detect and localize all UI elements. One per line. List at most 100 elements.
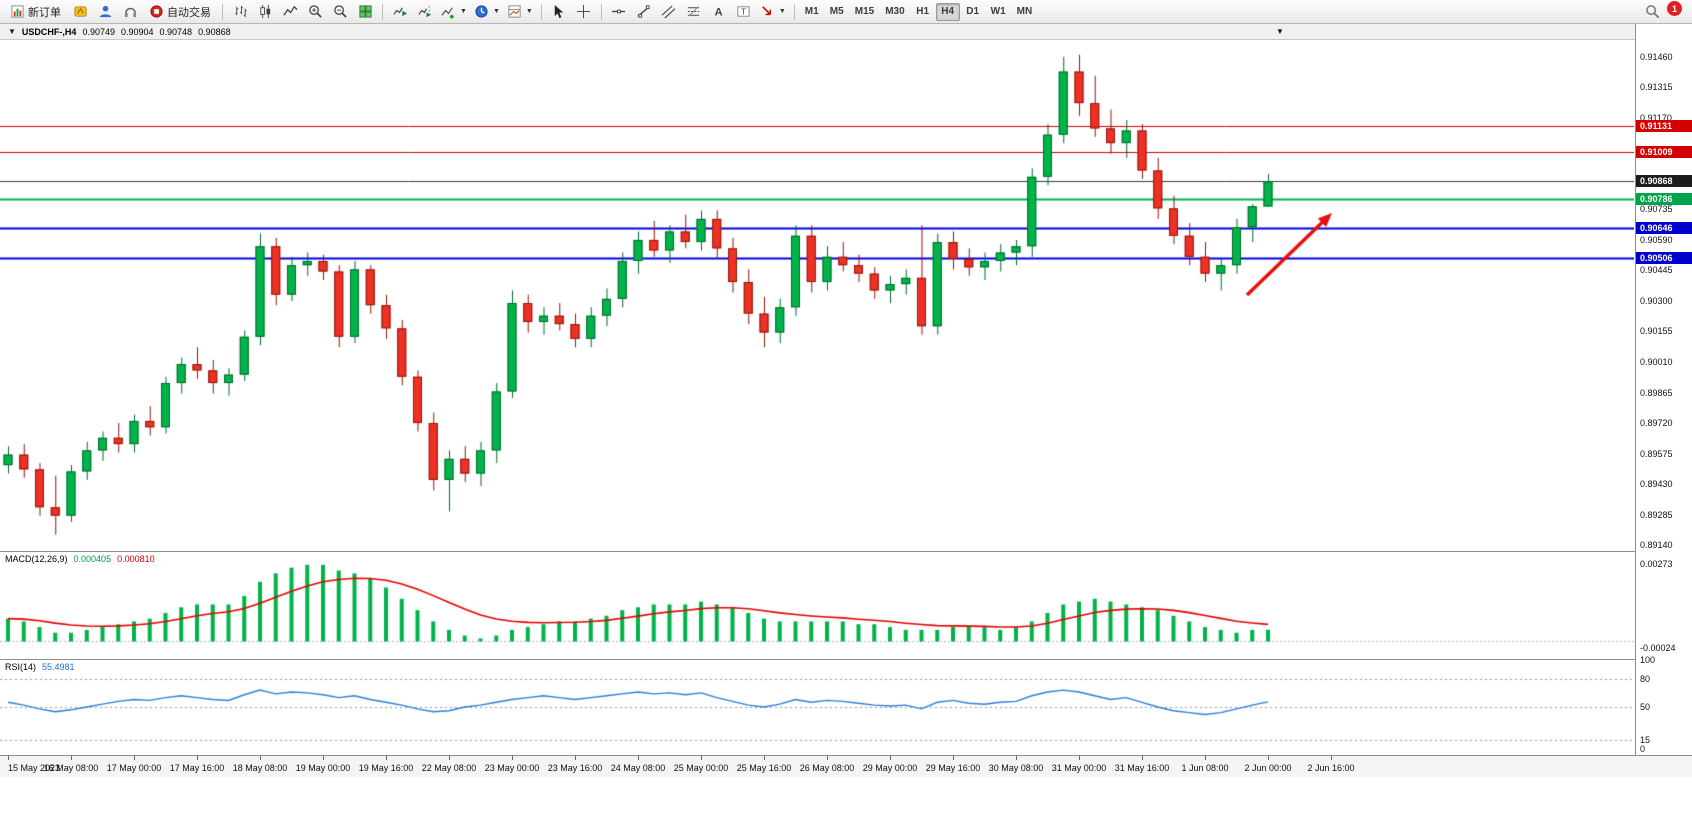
macd-label: MACD(12,26,9): [5, 554, 68, 564]
fibonacci-tool-button[interactable]: [682, 2, 706, 22]
support-button[interactable]: [118, 2, 142, 22]
support-line-price-tag: 0.90506: [1636, 251, 1692, 264]
autotrading-icon: [149, 4, 164, 19]
search-button[interactable]: [1640, 2, 1664, 22]
panel-separator[interactable]: [0, 659, 1692, 660]
metaeditor-icon: [73, 4, 88, 19]
time-axis-label: 18 May 08:00: [232, 763, 288, 773]
rsi-axis-label: 80: [1640, 673, 1651, 684]
metaeditor-button[interactable]: [68, 2, 92, 22]
label-icon: T: [736, 4, 751, 19]
time-axis-tick: [512, 756, 513, 760]
indicators-icon: [441, 4, 456, 19]
time-axis-tick: [8, 756, 9, 760]
templates-button[interactable]: ▼: [504, 2, 536, 22]
price-axis-label: 0.89285: [1640, 509, 1673, 520]
zoom-in-button[interactable]: [303, 2, 327, 22]
label-tool-button[interactable]: T: [732, 2, 756, 22]
crosshair-button[interactable]: [572, 2, 596, 22]
price-axis-label: 0.90010: [1640, 357, 1673, 367]
timeframe-button-m1[interactable]: M1: [800, 3, 824, 21]
tile-windows-button[interactable]: [353, 2, 377, 22]
clock-icon: [474, 4, 489, 19]
ohlc-readout: 0.90749 0.90904 0.90748 0.90868: [82, 27, 230, 37]
panel-separator[interactable]: [0, 551, 1692, 552]
svg-text:A: A: [715, 6, 723, 18]
new-order-icon: [10, 4, 25, 19]
chevron-down-icon: ▼: [778, 8, 786, 15]
timeframe-button-m15[interactable]: M15: [850, 3, 879, 21]
resistance-line-price-tag: 0.91009: [1636, 145, 1692, 158]
chart-titlebar: ▼ USDCHF-,H4 0.90749 0.90904 0.90748 0.9…: [0, 24, 1692, 40]
time-axis-tick: [953, 756, 954, 760]
bar-chart-button[interactable]: [228, 2, 252, 22]
candlestick-chart-button[interactable]: [253, 2, 277, 22]
price-axis-label: 0.89865: [1640, 387, 1673, 398]
price-axis-label: 0.90445: [1640, 265, 1673, 276]
notification-badge[interactable]: 1: [1667, 1, 1682, 16]
tile-windows-icon: [358, 4, 373, 19]
timeframe-button-d1[interactable]: D1: [961, 3, 985, 21]
community-button[interactable]: [93, 2, 117, 22]
horizontal-line-tool-button[interactable]: [607, 2, 631, 22]
time-axis-tick: [1079, 756, 1080, 760]
rsi-panel-canvas[interactable]: [0, 660, 1634, 754]
toolbar: 新订单 自动交易: [0, 0, 1692, 24]
timeframe-button-mn[interactable]: MN: [1012, 3, 1038, 21]
low-value: 0.90748: [159, 26, 193, 37]
time-axis-label: 23 May 00:00: [484, 763, 540, 773]
arrows-tool-button[interactable]: ▼: [757, 2, 789, 22]
text-tool-button[interactable]: A: [707, 2, 731, 22]
auto-scroll-button[interactable]: [388, 2, 412, 22]
close-value: 0.90868: [198, 26, 231, 37]
time-axis-label: 26 May 08:00: [799, 763, 855, 773]
time-axis-label: 2 Jun 16:00: [1307, 763, 1355, 773]
time-axis-label: 29 May 00:00: [862, 763, 918, 773]
time-axis-tick: [197, 756, 198, 760]
chart-shift-icon: [417, 4, 433, 19]
rsi-label: RSI(14): [5, 662, 37, 672]
timeframe-button-h4[interactable]: H4: [935, 2, 960, 21]
timeframe-button-w1[interactable]: W1: [986, 3, 1011, 21]
rsi-axis-label: 50: [1640, 702, 1651, 712]
search-icon: [1645, 4, 1660, 19]
time-axis-label: 17 May 00:00: [106, 763, 162, 773]
channel-tool-button[interactable]: [657, 2, 681, 22]
timeframe-button-m30[interactable]: M30: [880, 3, 909, 21]
timeframe-button-h1[interactable]: H1: [911, 3, 935, 21]
time-axis-label: 25 May 16:00: [736, 763, 792, 773]
trendline-icon: [636, 4, 651, 19]
time-axis-tick: [1142, 756, 1143, 760]
zoom-out-button[interactable]: [328, 2, 352, 22]
line-chart-button[interactable]: [278, 2, 302, 22]
new-order-button[interactable]: 新订单: [4, 2, 67, 22]
time-axis-label: 31 May 16:00: [1114, 763, 1170, 773]
time-axis-label: 23 May 16:00: [547, 763, 603, 773]
time-axis-tick: [1331, 756, 1332, 760]
open-value: 0.90749: [82, 26, 115, 37]
cursor-button[interactable]: [547, 2, 571, 22]
timeframe-button-m5[interactable]: M5: [825, 3, 849, 21]
chart-shift-button[interactable]: [413, 2, 437, 22]
time-axis-tick: [890, 756, 891, 760]
price-axis[interactable]: 0.91460 0.91315 0.91170 0.90735 0.90590 0.904…: [1635, 24, 1692, 755]
high-value: 0.90904: [120, 26, 154, 37]
trendline-tool-button[interactable]: [632, 2, 656, 22]
time-axis[interactable]: 15 May 2023 16 May 08:00 17 May 00:00 17 Ma…: [0, 755, 1692, 777]
time-axis-tick: [323, 756, 324, 760]
template-icon: [507, 4, 522, 19]
one-click-trading-toggle-icon[interactable]: ▼: [8, 27, 16, 36]
chart-dropdown-icon[interactable]: ▼: [1276, 27, 1284, 36]
zoom-out-icon: [333, 4, 348, 19]
macd-panel-canvas[interactable]: [0, 552, 1634, 659]
macd-axis-label: 0.00273: [1640, 559, 1673, 569]
indicators-button[interactable]: ▼: [438, 2, 470, 22]
chevron-down-icon: ▼: [460, 8, 467, 15]
autotrading-button[interactable]: 自动交易: [143, 2, 217, 22]
price-axis-label: 0.91315: [1640, 82, 1673, 93]
periods-button[interactable]: ▼: [471, 2, 503, 22]
time-axis-tick: [1016, 756, 1017, 760]
price-chart-canvas[interactable]: [0, 40, 1634, 551]
macd-axis-label: -0.00024: [1640, 643, 1676, 653]
time-axis-label: 1 Jun 08:00: [1181, 763, 1229, 773]
